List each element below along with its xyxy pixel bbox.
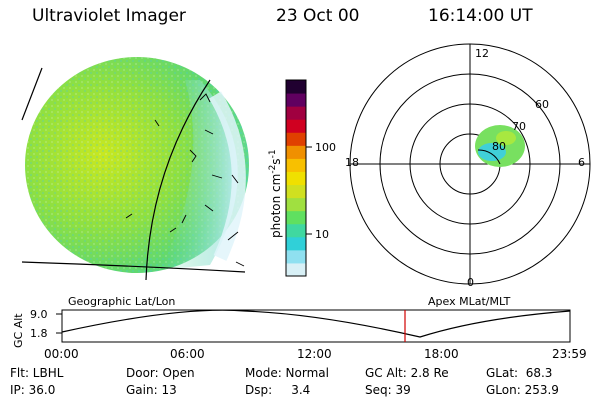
colorbar-label-sup1: -2 — [268, 164, 278, 174]
dsp-info: Dsp: 3.4 — [245, 383, 311, 397]
gain-info: Gain: 13 — [126, 383, 177, 397]
colorbar-label-mid: s — [269, 158, 283, 165]
colorbar-cell — [286, 106, 306, 120]
lat-label-70: 70 — [512, 120, 526, 133]
colorbar-cell — [286, 171, 306, 186]
mlt-label-0: 0 — [467, 276, 474, 289]
altitude-plot — [56, 309, 571, 343]
time-tick-0600: 06:00 — [170, 347, 205, 361]
colorbar-label-sup2: -1 — [268, 149, 278, 159]
longitude-line — [145, 79, 211, 281]
colorbar-cell — [286, 145, 306, 159]
date-label: 23 Oct 00 — [276, 6, 360, 26]
door-info: Door: Open — [126, 366, 195, 380]
colorbar-cell — [286, 223, 306, 238]
colorbar — [285, 79, 312, 277]
altitude-tick-9: 9.0 — [30, 308, 48, 321]
colorbar-cell — [286, 249, 306, 264]
colorbar-tick-10: 10 — [315, 228, 329, 241]
polar-plot — [349, 43, 591, 285]
ip-info: IP: 36.0 — [10, 383, 56, 397]
time-tick-2359: 23:59 — [552, 347, 587, 361]
lat-label-80: 80 — [492, 140, 506, 153]
time-tick-0000: 00:00 — [44, 347, 79, 361]
mlt-label-12: 12 — [475, 47, 489, 60]
colorbar-cell — [286, 210, 306, 225]
lat-label-60: 60 — [535, 98, 549, 111]
glon-info: GLon: 253.9 — [486, 383, 559, 397]
colorbar-label-text: photon cm — [269, 173, 283, 238]
filter-info: Flt: LBHL — [10, 366, 64, 380]
altitude-curve — [61, 309, 571, 338]
mlt-label-18: 18 — [345, 156, 359, 169]
colorbar-tick-100: 100 — [315, 141, 336, 154]
colorbar-cell — [286, 80, 306, 94]
mlt-label-6: 6 — [578, 156, 585, 169]
colorbar-cell — [286, 158, 306, 172]
seq-info: Seq: 39 — [365, 383, 411, 397]
colorbar-cell — [286, 262, 306, 277]
colorbar-cell — [286, 197, 306, 212]
time-tick-1800: 18:00 — [424, 347, 459, 361]
glat-info: GLat: 68.3 — [486, 366, 553, 380]
latitude-line — [21, 261, 246, 273]
colorbar-label: photon cm-2s-1 — [268, 149, 283, 238]
colorbar-cell — [286, 119, 306, 133]
colorbar-cell — [286, 132, 306, 146]
apex-label: Apex MLat/MLT — [428, 295, 511, 308]
geographic-label: Geographic Lat/Lon — [68, 295, 176, 308]
altitude-tick-1.8: 1.8 — [30, 327, 48, 340]
time-label: 16:14:00 UT — [428, 6, 533, 26]
app-title: Ultraviolet Imager — [32, 6, 186, 26]
earth-image — [21, 57, 249, 281]
auroral-oval — [475, 125, 525, 167]
altitude-axis-label: GC Alt — [12, 313, 25, 348]
colorbar-cell — [286, 236, 306, 251]
mode-info: Mode: Normal — [245, 366, 329, 380]
gc-alt-info: GC Alt: 2.8 Re — [365, 366, 449, 380]
time-tick-1200: 12:00 — [297, 347, 332, 361]
colorbar-cell — [286, 93, 306, 107]
colorbar-cell — [286, 184, 306, 199]
limb-arc — [21, 67, 43, 121]
